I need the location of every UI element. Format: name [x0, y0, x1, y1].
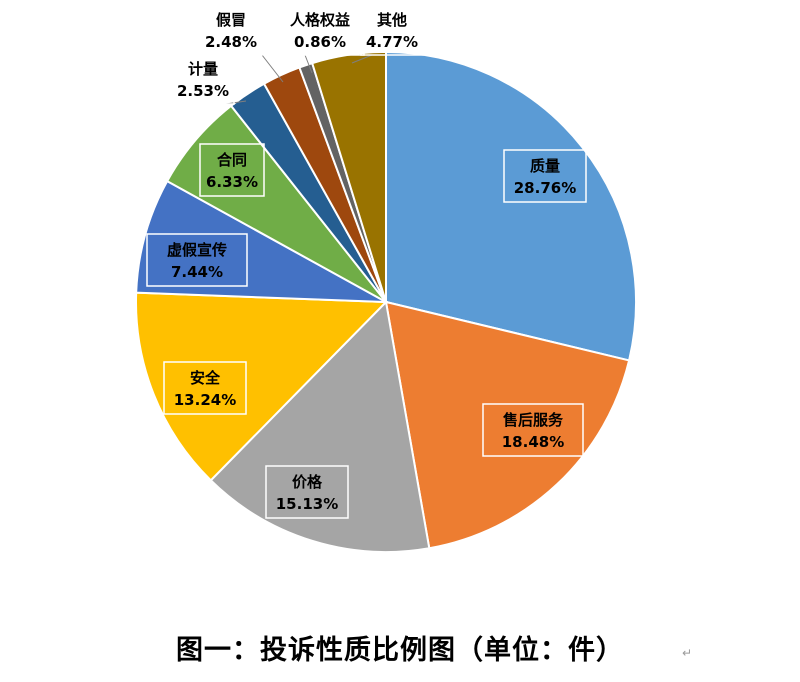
data-label-after-sales: 售后服务 18.48%: [482, 403, 584, 457]
slice-name-label: 人格权益: [290, 11, 350, 29]
data-label-box: [171, 53, 235, 105]
data-labels: 质量 28.76% 售后服务 18.48% 价格 15.13% 安全 13.24% 虚假宣传 7.…: [146, 4, 587, 519]
data-label-box: [146, 233, 248, 287]
data-label-quality: 质量 28.76%: [503, 149, 587, 203]
data-label-box: [265, 465, 349, 519]
slice-name-label: 质量: [530, 157, 560, 175]
data-label-false-advertising: 虚假宣传 7.44%: [146, 233, 248, 287]
data-label-box: [360, 4, 424, 56]
data-label-box: [482, 403, 584, 457]
leader-line-other: [351, 54, 373, 64]
slice-percent-label: 15.13%: [276, 495, 338, 513]
slice-name-label: 安全: [190, 369, 221, 387]
slice-name-label: 虚假宣传: [167, 241, 227, 259]
data-label-price: 价格 15.13%: [265, 465, 349, 519]
data-label-contract: 合同 6.33%: [199, 143, 265, 197]
slice-name-label: 其他: [377, 11, 407, 29]
leader-lines: [225, 54, 373, 105]
data-label-safety: 安全 13.24%: [163, 361, 247, 415]
data-label-measurement: 计量 2.53%: [171, 53, 235, 105]
pie-slice-safety: [135, 291, 389, 482]
slice-percent-label: 6.33%: [206, 173, 258, 191]
data-label-counterfeit: 假冒 2.48%: [199, 4, 263, 56]
data-label-box: [199, 143, 265, 197]
leader-line-personal-rights: [304, 54, 313, 74]
slice-percent-label: 7.44%: [171, 263, 223, 281]
slice-name-label: 假冒: [216, 11, 246, 29]
leader-line-counterfeit: [261, 54, 284, 83]
pie-slice-after-sales: [384, 300, 631, 550]
slice-percent-label: 4.77%: [366, 33, 418, 51]
pie-slice-quality: [385, 50, 637, 362]
slice-percent-label: 2.48%: [205, 33, 257, 51]
paragraph-mark: ↵: [682, 646, 693, 660]
pie-chart: 质量 28.76% 售后服务 18.48% 价格 15.13% 安全 13.24% 虚假宣传 7.…: [135, 4, 637, 553]
slice-percent-label: 18.48%: [502, 433, 564, 451]
slice-name-label: 计量: [188, 60, 218, 78]
data-label-box: [199, 4, 263, 56]
data-label-personal-rights: 人格权益 0.86%: [275, 4, 365, 56]
data-label-other: 其他 4.77%: [360, 4, 424, 56]
slice-percent-label: 2.53%: [177, 82, 229, 100]
data-label-box: [163, 361, 247, 415]
slice-name-label: 售后服务: [503, 411, 564, 429]
slice-percent-label: 0.86%: [294, 33, 346, 51]
slice-percent-label: 28.76%: [514, 179, 576, 197]
slice-percent-label: 13.24%: [174, 391, 236, 409]
pie-slices: [135, 50, 637, 553]
slice-name-label: 价格: [292, 473, 323, 491]
pie-slice-false-advertising: [135, 179, 387, 303]
data-label-box: [275, 4, 365, 56]
data-label-box: [503, 149, 587, 203]
figure-caption: 图一：投诉性质比例图（单位：件）: [176, 635, 624, 666]
slice-name-label: 合同: [216, 151, 247, 169]
